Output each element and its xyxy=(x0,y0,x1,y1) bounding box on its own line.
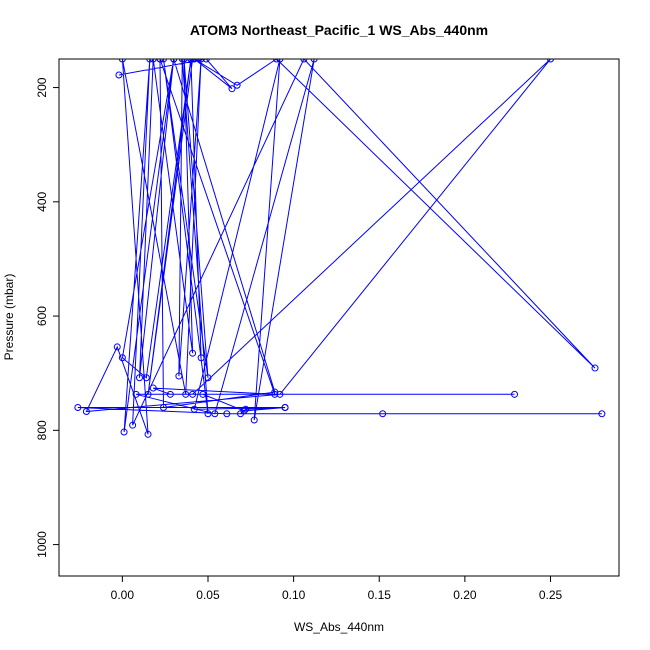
data-point xyxy=(211,410,219,418)
data-point xyxy=(74,403,82,411)
data-point xyxy=(175,372,183,380)
data-point xyxy=(204,374,212,382)
x-tick-label: 0.10 xyxy=(282,588,306,602)
data-point xyxy=(546,59,554,63)
data-point xyxy=(202,59,210,63)
data-point xyxy=(178,59,186,63)
data-point xyxy=(166,390,174,398)
data-point xyxy=(199,390,207,398)
data-point xyxy=(511,390,519,398)
data-point xyxy=(310,59,318,63)
data-point xyxy=(197,354,205,362)
data-point xyxy=(379,410,387,418)
plot-frame xyxy=(58,58,620,577)
data-point xyxy=(142,374,150,382)
data-point xyxy=(240,407,248,415)
data-point xyxy=(146,59,154,63)
data-point xyxy=(82,407,90,415)
data-point xyxy=(223,410,231,418)
data-point xyxy=(144,430,152,438)
data-point xyxy=(182,390,190,398)
x-tick-label: 0.20 xyxy=(453,588,477,602)
data-point xyxy=(233,81,241,89)
x-axis: 0.00 0.05 0.10 0.15 0.20 0.25 xyxy=(111,576,563,602)
data-point xyxy=(272,59,280,63)
data-point xyxy=(242,405,250,413)
data-point xyxy=(132,390,140,398)
y-tick-label: 400 xyxy=(35,191,49,211)
data-point xyxy=(228,85,236,93)
x-tick-label: 0.05 xyxy=(196,588,220,602)
series xyxy=(74,59,606,438)
data-point xyxy=(118,354,126,362)
data-point xyxy=(118,59,126,63)
y-tick-label: 200 xyxy=(35,77,49,97)
data-point xyxy=(113,343,121,351)
data-point xyxy=(129,421,137,429)
data-point xyxy=(115,71,123,79)
data-point xyxy=(190,405,198,413)
data-point xyxy=(156,59,164,63)
y-axis: 200 400 600 800 1000 xyxy=(35,77,59,558)
data-point xyxy=(276,390,284,398)
data-point xyxy=(300,59,308,63)
data-point xyxy=(149,59,157,63)
x-axis-label: WS_Abs_440nm xyxy=(294,620,384,634)
data-point xyxy=(120,428,128,436)
data-point xyxy=(170,59,178,63)
data-point xyxy=(159,403,167,411)
y-tick-label: 600 xyxy=(35,306,49,326)
x-tick-label: 0.25 xyxy=(539,588,563,602)
data-point xyxy=(281,403,289,411)
data-point xyxy=(271,390,279,398)
data-point xyxy=(159,59,167,63)
data-point xyxy=(144,390,152,398)
data-point xyxy=(598,410,606,418)
y-tick-label: 1000 xyxy=(35,531,49,558)
y-axis-label: Pressure (mbar) xyxy=(2,274,16,361)
data-point xyxy=(591,364,599,372)
data-point xyxy=(189,59,197,63)
data-point xyxy=(250,416,258,424)
data-point xyxy=(204,410,212,418)
data-point xyxy=(189,390,197,398)
chart-title: ATOM3 Northeast_Pacific_1 WS_Abs_440nm xyxy=(190,22,488,38)
data-point xyxy=(197,59,205,63)
data-point xyxy=(149,384,157,392)
plot-area xyxy=(74,59,606,438)
x-tick-label: 0.00 xyxy=(111,588,135,602)
x-tick-label: 0.15 xyxy=(368,588,392,602)
data-point xyxy=(189,349,197,357)
data-point xyxy=(135,374,143,382)
data-point xyxy=(276,59,284,63)
y-tick-label: 800 xyxy=(35,420,49,440)
series-line xyxy=(77,59,602,435)
